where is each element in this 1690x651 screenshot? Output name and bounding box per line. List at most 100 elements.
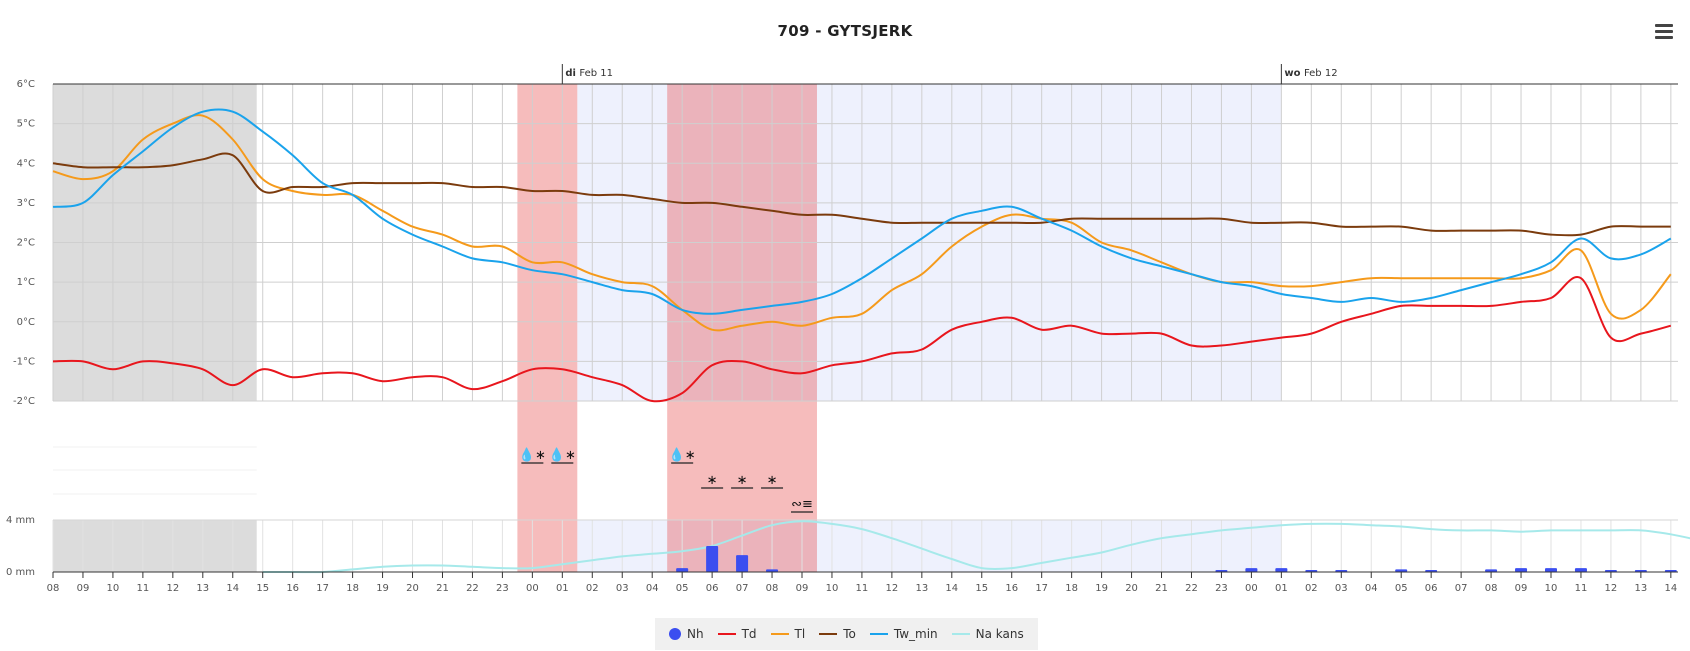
- day-marker-label: di Feb 11: [565, 68, 613, 79]
- x-tick-label: 11: [1575, 583, 1588, 594]
- x-tick-label: 16: [286, 583, 299, 594]
- legend-swatch: [770, 633, 789, 635]
- series-line-to: [52, 152, 1671, 237]
- x-tick-label: 13: [196, 583, 209, 594]
- x-tick-label: 00: [526, 583, 539, 594]
- nh-bar: [1515, 568, 1528, 572]
- nh-bar: [736, 555, 749, 572]
- x-tick-label: 10: [826, 583, 839, 594]
- x-tick-label: 19: [376, 583, 389, 594]
- x-tick-label: 07: [1455, 583, 1468, 594]
- x-tick-label: 08: [47, 583, 60, 594]
- x-tick-label: 17: [316, 583, 329, 594]
- x-tick-label: 14: [1664, 583, 1677, 594]
- legend-swatch: [717, 633, 736, 635]
- legend-item-na-kans[interactable]: Na kans: [951, 627, 1024, 641]
- x-tick-label: 01: [556, 583, 569, 594]
- x-tick-label: 08: [766, 583, 779, 594]
- weather-symbol: 💧∗: [519, 447, 546, 463]
- legend-item-nh[interactable]: Nh: [669, 627, 704, 641]
- series-line-tw-min: [52, 108, 1672, 315]
- weather-symbol: 💧∗: [669, 447, 696, 463]
- y-tick-label: 0°C: [17, 317, 35, 328]
- x-tick-label: 21: [436, 583, 449, 594]
- x-tick-label: 21: [1155, 583, 1168, 594]
- x-tick-label: 12: [886, 583, 899, 594]
- nh-bar: [766, 569, 779, 572]
- x-tick-label: 18: [346, 583, 359, 594]
- y-tick-label: 4°C: [17, 158, 35, 169]
- x-tick-label: 14: [945, 583, 958, 594]
- x-tick-label: 09: [77, 583, 90, 594]
- x-tick-label: 04: [646, 583, 659, 594]
- menu-icon[interactable]: [1655, 24, 1673, 40]
- x-tick-label: 06: [706, 583, 719, 594]
- x-tick-label: 09: [1515, 583, 1528, 594]
- nh-bar: [676, 568, 689, 572]
- night-band-precip: [53, 520, 257, 572]
- legend-label: Na kans: [975, 627, 1024, 641]
- legend-swatch: [869, 633, 888, 635]
- y-tick-label: 3°C: [17, 198, 35, 209]
- legend-label: Tl: [794, 627, 806, 641]
- legend-swatch: [951, 633, 970, 635]
- x-tick-label: 08: [1485, 583, 1498, 594]
- legend-item-to[interactable]: To: [819, 627, 856, 641]
- y-tick-label: -1°C: [13, 356, 35, 367]
- chart-legend: Nh Td Tl To Tw_min Na kans: [655, 618, 1038, 650]
- nh-bar: [1485, 569, 1498, 572]
- x-tick-label: 23: [496, 583, 509, 594]
- x-tick-label: 11: [856, 583, 869, 594]
- chart-title: 709 - GYTSJERK: [777, 22, 913, 40]
- precip-tick-label: 4 mm: [6, 515, 35, 526]
- legend-swatch: [819, 633, 838, 635]
- x-tick-label: 10: [107, 583, 120, 594]
- series-line-na-kans: [262, 520, 1690, 574]
- weather-symbol: ∾≡: [791, 497, 813, 512]
- y-tick-label: 5°C: [17, 119, 35, 130]
- x-tick-label: 05: [676, 583, 689, 594]
- x-tick-label: 11: [137, 583, 150, 594]
- x-tick-label: 19: [1095, 583, 1108, 594]
- legend-label: Nh: [687, 627, 704, 641]
- y-tick-label: 1°C: [17, 277, 35, 288]
- x-tick-label: 02: [1305, 583, 1318, 594]
- x-tick-label: 12: [1605, 583, 1618, 594]
- legend-label: Tw_min: [893, 627, 938, 641]
- x-tick-label: 16: [1005, 583, 1018, 594]
- x-tick-label: 20: [1125, 583, 1138, 594]
- x-tick-label: 07: [736, 583, 749, 594]
- warning-band: [517, 84, 578, 572]
- precip-tick-label: 0 mm: [6, 567, 35, 578]
- legend-item-tw-min[interactable]: Tw_min: [869, 627, 938, 641]
- y-tick-label: 6°C: [17, 79, 35, 90]
- weather-symbol: ∗: [737, 473, 748, 488]
- series-line-td: [52, 276, 1672, 403]
- x-tick-label: 01: [1275, 583, 1288, 594]
- x-tick-label: 13: [1635, 583, 1648, 594]
- x-tick-label: 09: [796, 583, 809, 594]
- nh-bar: [1395, 569, 1408, 572]
- y-tick-label: -2°C: [13, 396, 35, 407]
- x-tick-label: 00: [1245, 583, 1258, 594]
- x-tick-label: 03: [616, 583, 629, 594]
- highlight-band-precip: [577, 520, 1282, 572]
- x-tick-label: 13: [915, 583, 928, 594]
- legend-item-td[interactable]: Td: [717, 627, 757, 641]
- weather-symbol: ∗: [767, 473, 778, 488]
- x-tick-label: 12: [166, 583, 179, 594]
- x-tick-label: 10: [1545, 583, 1558, 594]
- x-tick-label: 03: [1335, 583, 1348, 594]
- weather-symbol: 💧∗: [549, 447, 576, 463]
- legend-swatch: [669, 628, 681, 640]
- legend-item-tl[interactable]: Tl: [770, 627, 806, 641]
- y-tick-label: 2°C: [17, 238, 35, 249]
- legend-label: Td: [741, 627, 757, 641]
- x-tick-label: 06: [1425, 583, 1438, 594]
- x-tick-label: 15: [975, 583, 988, 594]
- day-marker-label: wo Feb 12: [1284, 68, 1337, 79]
- nh-bar: [1574, 568, 1587, 572]
- x-tick-label: 20: [406, 583, 419, 594]
- x-tick-label: 14: [226, 583, 239, 594]
- nh-bar: [1545, 568, 1557, 572]
